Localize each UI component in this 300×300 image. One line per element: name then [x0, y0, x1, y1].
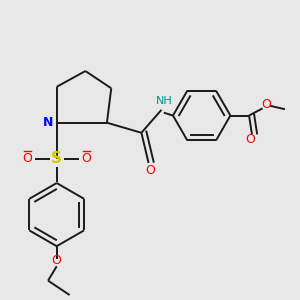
Text: O: O: [261, 98, 271, 111]
Text: O: O: [81, 152, 91, 165]
Text: N: N: [43, 116, 53, 129]
Text: O: O: [246, 134, 255, 146]
Text: O: O: [22, 152, 32, 165]
Text: S: S: [51, 151, 62, 166]
Text: O: O: [52, 254, 61, 267]
Text: NH: NH: [155, 96, 172, 106]
Text: O: O: [145, 164, 155, 177]
